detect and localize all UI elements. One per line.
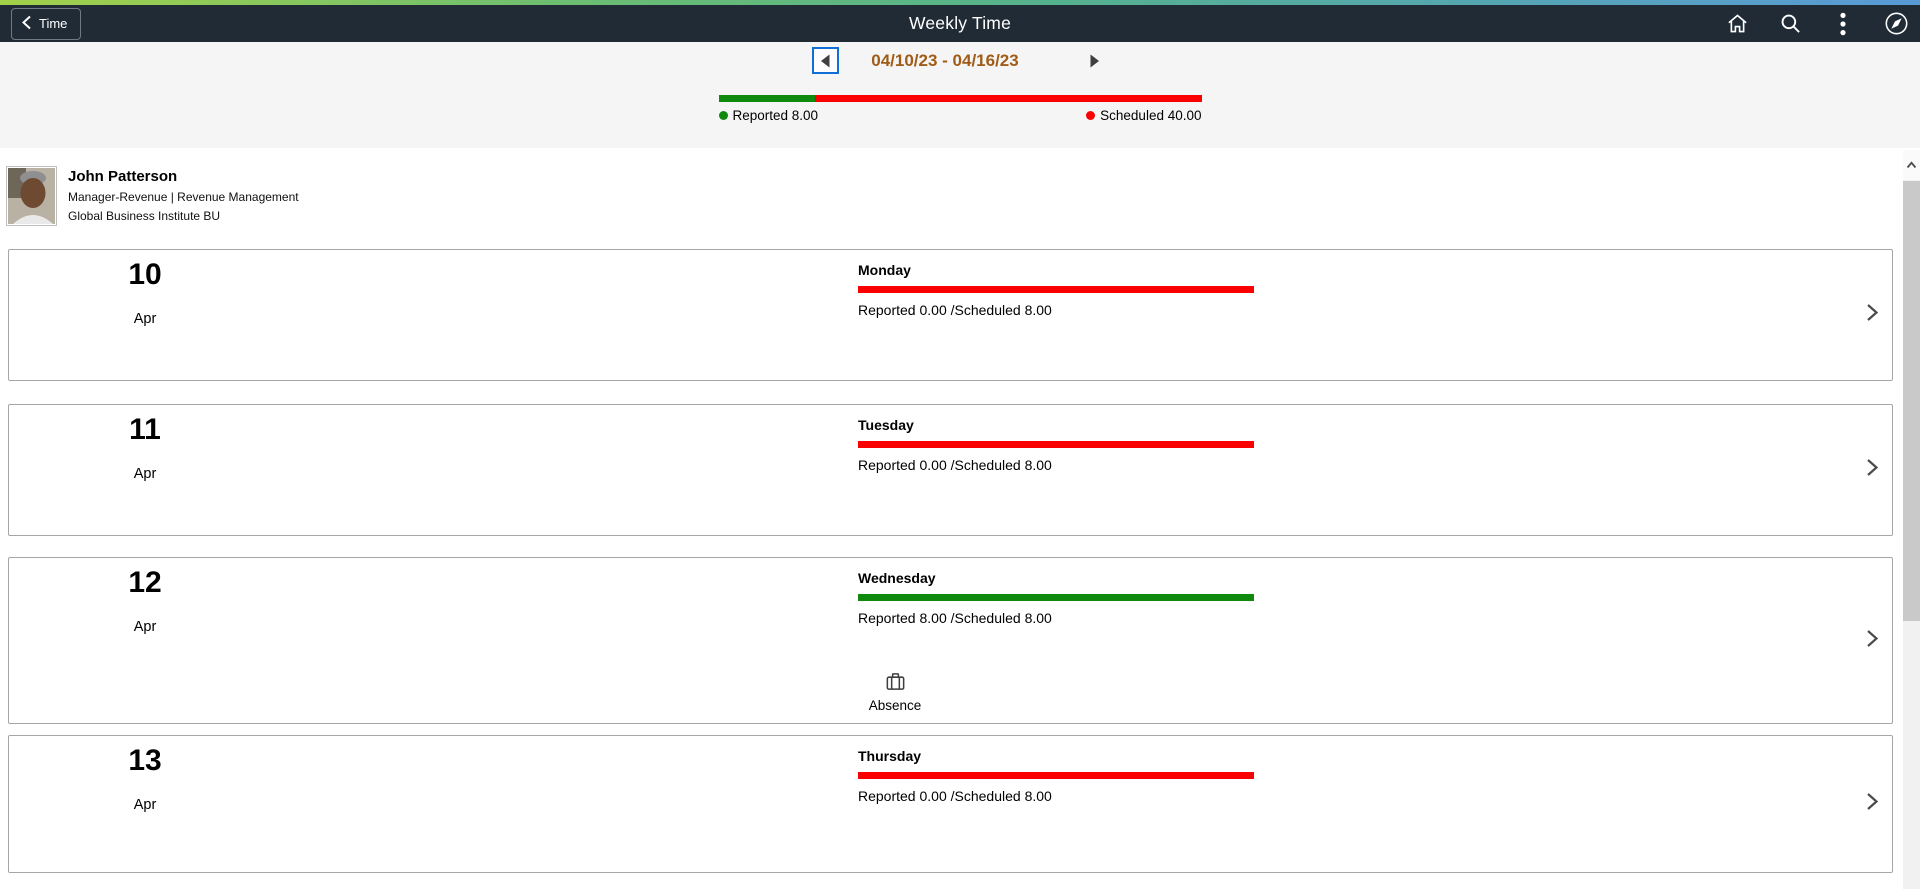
brand-accent-strip <box>0 0 1920 5</box>
vertical-scrollbar[interactable] <box>1903 150 1920 889</box>
previous-week-button[interactable] <box>812 47 840 74</box>
page-title: Weekly Time <box>908 13 1012 33</box>
day-card-wednesday[interactable]: 12 Apr Wednesday Reported 8.00 /Schedule… <box>8 557 1893 724</box>
chevron-right-icon <box>1866 792 1879 817</box>
day-date: 13 Apr <box>95 744 195 814</box>
back-button-label: Time <box>39 16 68 31</box>
employee-title: Manager-Revenue | Revenue Management <box>68 190 299 204</box>
weekly-time-content: John Patterson Manager-Revenue | Revenue… <box>0 148 1920 889</box>
employee-business-unit: Global Business Institute BU <box>68 209 221 223</box>
day-date: 11 Apr <box>95 413 195 483</box>
next-week-button[interactable] <box>1081 47 1108 74</box>
day-status-bar <box>858 772 1254 779</box>
scroll-up-icon[interactable] <box>1903 150 1920 180</box>
employee-info: John Patterson Manager-Revenue | Revenue… <box>68 166 299 226</box>
day-status-bar <box>858 286 1254 293</box>
day-name: Monday <box>858 262 911 278</box>
week-progress-bar <box>718 95 1202 102</box>
chevron-right-icon <box>1866 628 1879 653</box>
week-progress-legend: Reported 8.00 Scheduled 40.00 <box>718 108 1202 123</box>
day-status-text: Reported 0.00 /Scheduled 8.00 <box>858 788 1052 804</box>
header-bar: Time Weekly Time <box>0 5 1920 42</box>
day-name: Thursday <box>858 748 922 764</box>
week-navigation: 04/10/23 - 04/16/23 <box>0 42 1920 74</box>
legend-scheduled-label: Scheduled 40.00 <box>1100 108 1202 123</box>
back-chevron-icon <box>22 15 31 33</box>
day-details: Monday Reported 0.00 /Scheduled 8.00 <box>858 262 1254 318</box>
scheduled-dot-icon <box>1086 111 1096 120</box>
legend-scheduled: Scheduled 40.00 <box>1086 108 1202 123</box>
briefcase-icon <box>858 670 932 693</box>
absence-indicator: Absence <box>858 670 932 713</box>
header-actions <box>1724 11 1909 37</box>
day-date-month: Apr <box>133 311 157 327</box>
week-progress-reported <box>718 95 816 102</box>
day-date-month: Apr <box>133 619 157 635</box>
navbar-compass-icon[interactable] <box>1883 11 1909 37</box>
day-card-thursday[interactable]: 13 Apr Thursday Reported 0.00 /Scheduled… <box>8 735 1893 873</box>
reported-dot-icon <box>718 111 728 120</box>
absence-label: Absence <box>868 698 922 713</box>
employee-banner: John Patterson Manager-Revenue | Revenue… <box>6 166 299 226</box>
day-card-tuesday[interactable]: 11 Apr Tuesday Reported 0.00 /Scheduled … <box>8 404 1893 536</box>
day-name: Wednesday <box>858 570 936 586</box>
day-date-number: 10 <box>128 258 162 291</box>
day-details: Tuesday Reported 0.00 /Scheduled 8.00 <box>858 417 1254 473</box>
employee-photo <box>6 166 57 226</box>
day-card-list: 10 Apr Monday Reported 0.00 /Scheduled 8… <box>0 148 1920 873</box>
day-details: Wednesday Reported 8.00 /Scheduled 8.00 … <box>858 570 1254 713</box>
home-icon[interactable] <box>1724 11 1750 37</box>
day-status-bar <box>858 594 1254 601</box>
day-date-number: 13 <box>128 744 162 777</box>
day-date-number: 12 <box>128 566 162 599</box>
day-name: Tuesday <box>858 417 914 433</box>
day-status-text: Reported 0.00 /Scheduled 8.00 <box>858 302 1052 318</box>
scrollbar-thumb[interactable] <box>1903 181 1920 621</box>
more-options-icon[interactable] <box>1830 11 1856 37</box>
day-date-number: 11 <box>129 413 161 446</box>
search-icon[interactable] <box>1777 11 1803 37</box>
day-card-monday[interactable]: 10 Apr Monday Reported 0.00 /Scheduled 8… <box>8 249 1893 381</box>
chevron-right-icon <box>1866 303 1879 328</box>
legend-reported: Reported 8.00 <box>718 108 819 123</box>
day-date-month: Apr <box>133 466 157 482</box>
day-status-text: Reported 0.00 /Scheduled 8.00 <box>858 457 1052 473</box>
day-details: Thursday Reported 0.00 /Scheduled 8.00 <box>858 748 1254 804</box>
day-status-bar <box>858 441 1254 448</box>
day-date: 12 Apr <box>95 566 195 636</box>
day-date-month: Apr <box>133 797 157 813</box>
week-range-label: 04/10/23 - 04/16/23 <box>871 50 1019 70</box>
week-summary-panel: 04/10/23 - 04/16/23 Reported 8.00 Schedu… <box>0 42 1920 148</box>
chevron-right-icon <box>1866 458 1879 483</box>
back-button[interactable]: Time <box>11 7 82 40</box>
legend-reported-label: Reported 8.00 <box>732 108 819 123</box>
day-status-text: Reported 8.00 /Scheduled 8.00 <box>858 610 1052 626</box>
employee-name: John Patterson <box>68 168 178 185</box>
day-date: 10 Apr <box>95 258 195 328</box>
